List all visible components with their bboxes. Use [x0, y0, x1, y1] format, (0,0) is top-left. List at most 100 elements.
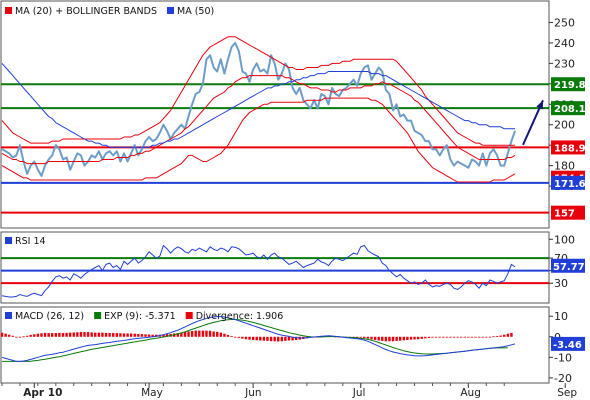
- divergence-bar: [287, 336, 291, 341]
- price-y-tick-label: 240: [554, 37, 575, 50]
- divergence-bar: [388, 336, 391, 342]
- rsi-plot: [1, 244, 549, 298]
- divergence-bar: [381, 336, 384, 341]
- month-label: Jul: [352, 387, 366, 399]
- divergence-bar: [470, 336, 474, 338]
- legend-swatch: [5, 312, 12, 319]
- price-y-tick-label: 180: [554, 160, 575, 173]
- divergence-bar: [488, 336, 492, 338]
- divergence-bar: [251, 336, 255, 341]
- divergence-bar: [18, 336, 22, 338]
- divergence-bar: [101, 332, 104, 337]
- legend-swatch: [94, 312, 102, 319]
- divergence-bar: [416, 336, 420, 340]
- price-level-badge: [551, 140, 585, 155]
- series-bb-lower: [1, 97, 516, 183]
- divergence-bar: [474, 336, 477, 338]
- divergence-bar: [22, 336, 25, 338]
- divergence-bar: [47, 333, 50, 337]
- rsi-line: [1, 244, 516, 298]
- divergence-bar: [54, 333, 58, 337]
- divergence-bar: [58, 332, 61, 337]
- divergence-bar: [266, 336, 269, 341]
- divergence-bar: [201, 330, 205, 337]
- axes: 170180190200210220230240250219.8208.1188…: [549, 16, 586, 385]
- rsi-current-badge-label: 57.77: [553, 262, 585, 273]
- series-ma50: [1, 63, 515, 148]
- divergence-bar: [61, 333, 65, 337]
- divergence-bar: [255, 336, 258, 341]
- month-label: May: [141, 387, 163, 399]
- legend-label: EXP (9): -5.371: [104, 311, 176, 322]
- divergence-bar: [409, 336, 413, 340]
- divergence-bar: [133, 333, 136, 337]
- divergence-bar: [499, 335, 502, 337]
- macd-signal-line: [2, 319, 508, 362]
- divergence-bar: [205, 330, 208, 337]
- divergence-bar: [241, 336, 244, 339]
- divergence-bar: [94, 332, 97, 337]
- series-ma20: [1, 75, 516, 165]
- divergence-bar: [463, 336, 466, 338]
- price-level-badge: [551, 101, 585, 116]
- divergence-bar: [366, 336, 370, 339]
- forecast-arrow-head: [536, 100, 543, 110]
- macd-y-tick-label: -20: [554, 372, 572, 385]
- divergence-bar: [36, 333, 40, 337]
- divergence-bar: [43, 332, 47, 337]
- divergence-bar: [65, 332, 68, 337]
- macd-current-badge: [551, 336, 585, 351]
- divergence-bar: [510, 332, 513, 337]
- month-label: Apr 10: [23, 387, 62, 399]
- divergence-bar: [284, 336, 287, 341]
- divergence-bar: [190, 331, 194, 337]
- divergence-bar: [452, 336, 456, 338]
- rsi-current-badge: [551, 258, 585, 273]
- price-y-tick-label: 200: [554, 119, 575, 132]
- divergence-bar: [144, 334, 147, 337]
- divergence-bar: [391, 336, 395, 342]
- month-label: Jun: [244, 387, 261, 399]
- divergence-bar: [108, 333, 111, 337]
- divergence-bar: [506, 333, 510, 337]
- divergence-bar: [76, 332, 79, 337]
- divergence-bar: [399, 336, 402, 341]
- divergence-bar: [187, 331, 190, 337]
- month-label: Aug: [460, 387, 481, 399]
- divergence-bar: [413, 336, 416, 340]
- divergence-bar: [402, 336, 405, 341]
- price-level-badge-label: 219.8: [554, 80, 586, 91]
- divergence-bar: [151, 334, 154, 337]
- divergence-bar: [395, 336, 398, 341]
- divergence-bar: [129, 333, 133, 337]
- divergence-bar: [223, 333, 226, 337]
- divergence-bar: [97, 332, 101, 337]
- legend-swatch: [5, 237, 12, 244]
- legend-swatch: [167, 7, 174, 14]
- divergence-bar: [25, 335, 29, 337]
- divergence-bar: [180, 332, 183, 337]
- divergence-bar: [90, 332, 93, 337]
- divergence-bar: [126, 333, 129, 337]
- divergence-bar: [216, 331, 219, 337]
- price-level-badge: [551, 175, 585, 190]
- rsi-panel-frame: [0, 231, 550, 304]
- divergence-bar: [68, 332, 72, 337]
- divergence-bar: [72, 332, 75, 337]
- divergence-bar: [359, 336, 362, 338]
- divergence-bar: [291, 336, 294, 341]
- divergence-bar: [363, 336, 366, 339]
- divergence-bar: [208, 330, 212, 337]
- divergence-bar: [51, 333, 54, 337]
- divergence-bar: [115, 333, 118, 337]
- divergence-bar: [11, 335, 14, 337]
- divergence-bar: [147, 334, 151, 337]
- divergence-bar: [248, 336, 251, 340]
- divergence-bar: [140, 334, 144, 337]
- macd-plot: [0, 316, 516, 362]
- divergence-bar: [373, 336, 377, 341]
- rsi-y-tick-label: 100: [554, 233, 575, 246]
- divergence-bar: [377, 336, 380, 341]
- price-level-badge-label: 157: [554, 209, 575, 220]
- divergence-bar: [226, 334, 230, 337]
